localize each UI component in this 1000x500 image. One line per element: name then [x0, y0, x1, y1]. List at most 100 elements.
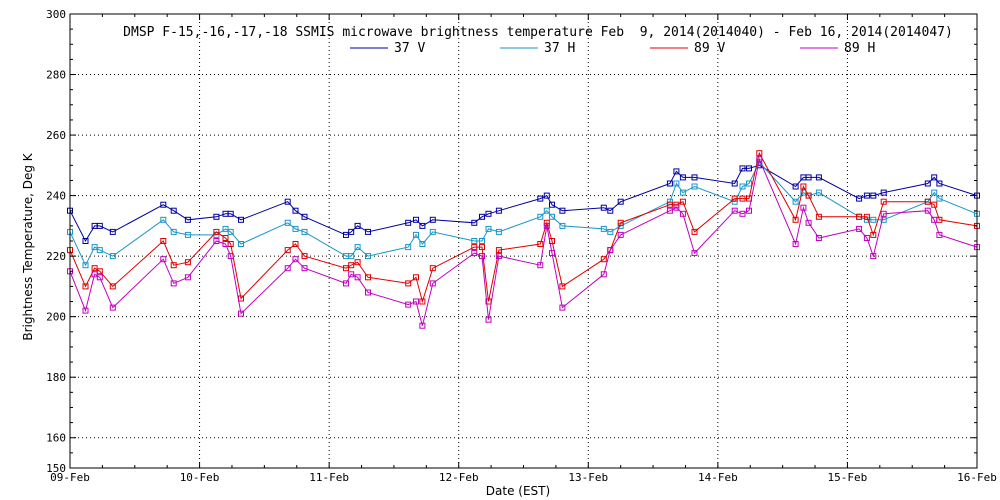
data-point-37-v	[109, 228, 116, 235]
series-37-h	[67, 159, 980, 269]
data-point-89-h	[160, 256, 167, 263]
data-point-37-h	[495, 228, 502, 235]
data-point-37-v	[419, 222, 426, 229]
legend-item-37-v: 37 V	[350, 41, 425, 56]
data-point-37-h	[607, 228, 614, 235]
data-point-89-h	[756, 156, 763, 163]
data-point-37-v	[805, 174, 812, 181]
data-point-89-h	[800, 204, 807, 211]
data-point-37-h	[405, 244, 412, 251]
data-point-89-h	[292, 256, 299, 263]
data-point-89-v	[815, 213, 822, 220]
data-point-37-h	[479, 238, 485, 244]
data-point-37-h	[160, 216, 167, 223]
data-point-37-v	[559, 207, 566, 214]
data-point-89-v	[91, 265, 98, 272]
data-point-37-v	[537, 195, 544, 202]
data-point-89-h	[495, 253, 502, 260]
data-point-89-v	[419, 298, 426, 305]
data-point-89-v	[348, 262, 355, 269]
data-point-89-h	[931, 216, 938, 223]
data-point-37-v	[679, 174, 686, 181]
data-point-37-h	[227, 228, 234, 235]
legend-label-37-v: 37 V	[394, 41, 425, 56]
legend: 37 V 37 H 89 V 89 H	[350, 41, 875, 56]
data-point-89-v	[691, 228, 698, 235]
data-point-89-v	[160, 238, 167, 244]
data-point-37-h	[485, 225, 492, 232]
data-point-89-v	[880, 198, 887, 205]
data-point-37-h	[82, 262, 89, 269]
series-89-v	[67, 150, 980, 305]
data-point-89-h	[485, 316, 492, 323]
data-point-37-h	[746, 180, 752, 187]
data-point-37-h	[301, 228, 308, 235]
legend-item-89-v: 89 V	[650, 41, 725, 56]
data-point-37-h	[691, 183, 698, 190]
data-point-89-v	[924, 198, 931, 205]
data-point-89-v	[543, 219, 550, 226]
data-point-37-h	[549, 213, 555, 220]
data-point-89-h	[559, 304, 566, 311]
data-point-37-v	[348, 228, 355, 235]
data-point-37-v	[413, 216, 419, 223]
data-point-37-v	[301, 213, 308, 220]
data-point-89-v	[870, 231, 877, 238]
data-point-89-h	[815, 235, 822, 241]
data-point-37-v	[495, 207, 502, 214]
x-tick-label: 16-Feb	[957, 471, 997, 484]
data-point-89-v	[559, 283, 566, 290]
data-point-37-h	[292, 225, 299, 232]
data-point-89-v	[756, 150, 763, 157]
data-point-37-v	[485, 210, 492, 217]
y-tick-label: 200	[46, 311, 66, 324]
y-tick-label: 280	[46, 69, 66, 82]
data-point-37-v	[600, 204, 607, 211]
data-point-89-v	[863, 213, 870, 220]
data-point-89-v	[495, 247, 502, 254]
data-point-89-h	[238, 310, 244, 317]
x-tick-label: 13-Feb	[568, 471, 608, 484]
y-tick-label: 240	[46, 190, 66, 203]
data-point-89-v	[292, 241, 299, 247]
data-point-89-v	[213, 228, 220, 235]
data-point-89-v	[679, 198, 686, 205]
data-point-89-h	[731, 207, 738, 214]
data-point-37-v	[815, 174, 822, 181]
data-point-89-h	[679, 210, 686, 217]
data-point-89-v	[617, 219, 624, 226]
data-point-89-h	[673, 204, 680, 211]
data-point-37-v	[607, 207, 614, 214]
data-point-37-h	[419, 241, 426, 247]
x-tick-label: 11-Feb	[309, 471, 349, 484]
data-point-37-v	[479, 213, 485, 220]
data-point-89-h	[856, 225, 863, 232]
data-point-37-h	[815, 189, 822, 196]
data-point-37-v	[365, 228, 371, 235]
data-point-37-h	[354, 244, 361, 251]
data-point-89-v	[479, 244, 485, 251]
data-point-89-h	[936, 231, 943, 238]
data-point-89-v	[82, 283, 89, 290]
y-tick-label: 220	[46, 250, 66, 263]
data-point-37-v	[160, 201, 167, 208]
data-point-89-v	[856, 213, 863, 220]
data-point-37-h	[284, 219, 291, 226]
data-point-37-h	[870, 216, 877, 223]
legend-item-89-h: 89 H	[800, 41, 875, 56]
series-line-37-v	[69, 164, 978, 243]
y-axis-label: Brightness Temperature, Deg K	[21, 152, 35, 340]
data-point-89-h	[354, 274, 361, 281]
data-point-89-h	[348, 271, 355, 278]
data-point-89-h	[82, 307, 89, 314]
data-point-37-h	[600, 225, 607, 232]
plot-area-frame	[69, 13, 978, 469]
y-tick-label: 180	[46, 371, 66, 384]
data-point-37-v	[429, 216, 436, 223]
data-point-89-v	[222, 235, 229, 241]
data-point-89-h	[343, 280, 349, 287]
data-point-37-v	[731, 180, 738, 187]
data-point-37-h	[238, 241, 244, 247]
data-point-89-v	[471, 244, 478, 251]
